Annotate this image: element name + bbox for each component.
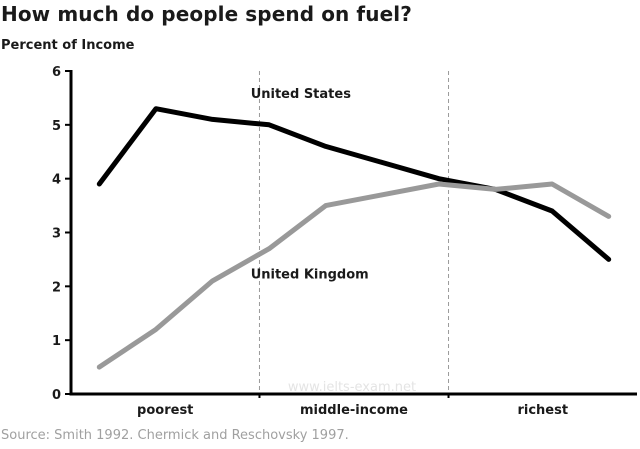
series-label-united-kingdom: United Kingdom [251, 267, 369, 282]
y-tick-label-4: 4 [52, 173, 61, 188]
source-note: Source: Smith 1992. Chermick and Reschov… [1, 428, 349, 443]
y-tick-label-2: 2 [52, 280, 61, 295]
y-tick-label-6: 6 [52, 65, 61, 80]
chart-title: How much do people spend on fuel? [1, 2, 412, 26]
y-axis-label: Percent of Income [1, 38, 135, 53]
y-tick-label-3: 3 [52, 227, 61, 242]
category-label-middle-income: middle-income [300, 403, 408, 418]
category-label-poorest: poorest [137, 403, 193, 418]
series-label-united-states: United States [251, 87, 352, 102]
watermark: www.ielts-exam.net [288, 380, 416, 395]
y-tick-label-0: 0 [52, 388, 61, 403]
category-label-richest: richest [517, 403, 568, 418]
y-tick-label-5: 5 [52, 119, 61, 134]
series-line-united-states [96, 106, 612, 262]
y-tick-label-1: 1 [52, 334, 61, 349]
series-line-united-kingdom [96, 181, 612, 370]
